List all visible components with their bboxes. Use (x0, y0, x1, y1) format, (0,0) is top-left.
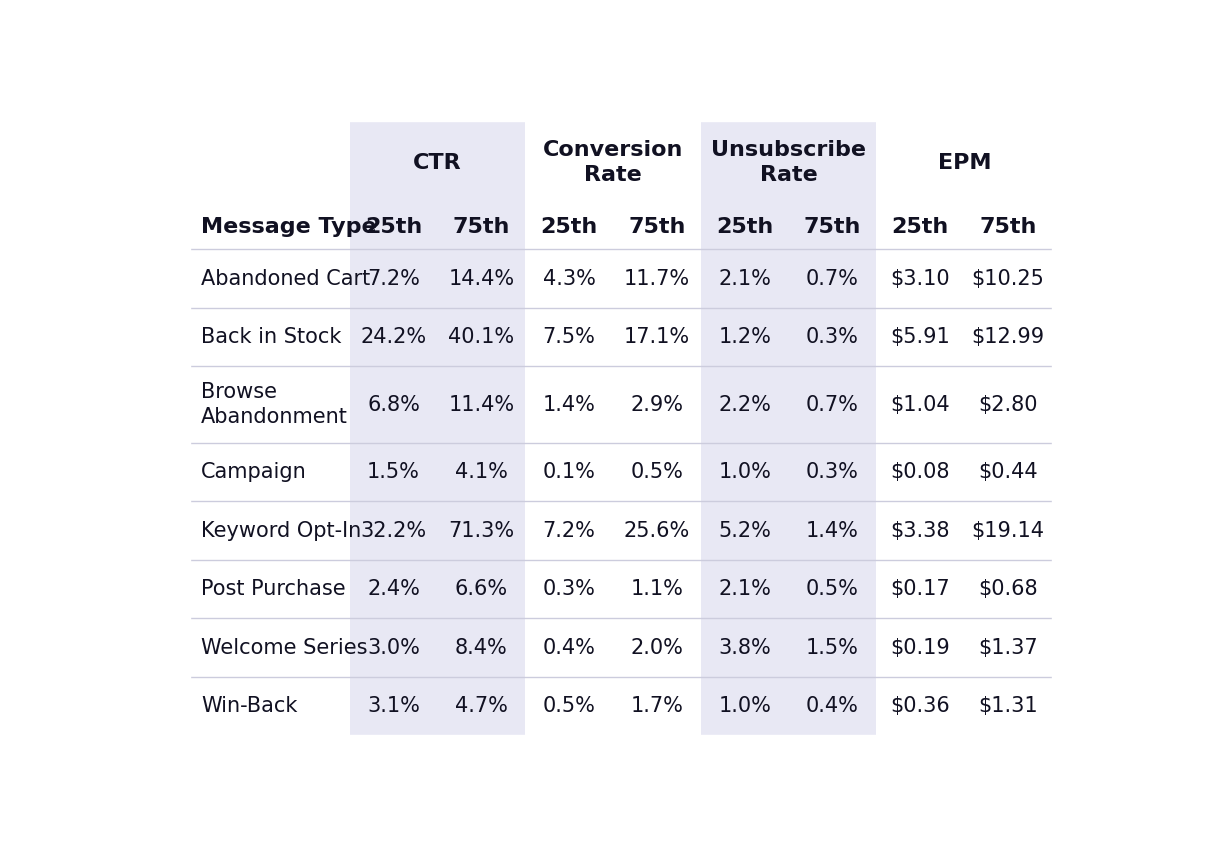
Text: 0.5%: 0.5% (630, 462, 684, 483)
Text: Conversion
Rate: Conversion Rate (543, 140, 684, 186)
Text: 3.8%: 3.8% (719, 638, 771, 658)
Text: 4.7%: 4.7% (454, 696, 508, 717)
Text: 2.0%: 2.0% (630, 638, 684, 658)
Text: $0.36: $0.36 (891, 696, 950, 717)
Text: Abandoned Cart: Abandoned Cart (201, 269, 371, 288)
Text: $1.31: $1.31 (978, 696, 1037, 717)
Text: $5.91: $5.91 (891, 327, 950, 347)
Text: 1.7%: 1.7% (630, 696, 684, 717)
Text: 17.1%: 17.1% (624, 327, 690, 347)
Bar (152, 735, 1091, 755)
Text: 0.7%: 0.7% (806, 269, 859, 288)
Text: 7.2%: 7.2% (543, 521, 595, 541)
Text: 11.7%: 11.7% (624, 269, 690, 288)
Text: Welcome Series: Welcome Series (201, 638, 367, 658)
Text: 75th: 75th (979, 217, 1036, 237)
Text: $0.17: $0.17 (891, 579, 950, 600)
Text: 1.2%: 1.2% (719, 327, 771, 347)
Text: $0.08: $0.08 (891, 462, 950, 483)
Text: 0.4%: 0.4% (806, 696, 859, 717)
Text: 24.2%: 24.2% (360, 327, 427, 347)
Text: 1.5%: 1.5% (367, 462, 421, 483)
Text: $0.19: $0.19 (891, 638, 950, 658)
Text: 0.3%: 0.3% (543, 579, 595, 600)
Text: 25th: 25th (716, 217, 773, 237)
Text: 14.4%: 14.4% (448, 269, 514, 288)
Text: 32.2%: 32.2% (360, 521, 427, 541)
Text: EPM: EPM (938, 153, 991, 173)
Text: 0.7%: 0.7% (806, 394, 859, 415)
Text: 25th: 25th (365, 217, 422, 237)
Text: 4.3%: 4.3% (543, 269, 595, 288)
Text: $3.38: $3.38 (891, 521, 950, 541)
Text: 7.2%: 7.2% (367, 269, 421, 288)
Text: 1.1%: 1.1% (630, 579, 684, 600)
Polygon shape (1036, 720, 1052, 735)
Text: 2.2%: 2.2% (719, 394, 771, 415)
Text: $19.14: $19.14 (972, 521, 1045, 541)
Text: 1.4%: 1.4% (543, 394, 595, 415)
Text: 40.1%: 40.1% (448, 327, 514, 347)
Text: Campaign: Campaign (201, 462, 307, 483)
Text: Keyword Opt-In: Keyword Opt-In (201, 521, 361, 541)
Text: Message Type: Message Type (201, 217, 377, 237)
Text: 71.3%: 71.3% (448, 521, 514, 541)
Bar (701, 121, 876, 735)
Text: Browse
Abandonment: Browse Abandonment (201, 382, 348, 427)
Text: 6.6%: 6.6% (454, 579, 508, 600)
Polygon shape (1036, 121, 1052, 137)
Text: $3.10: $3.10 (891, 269, 950, 288)
Bar (1052, 102, 1091, 755)
Text: 1.4%: 1.4% (806, 521, 859, 541)
Text: $12.99: $12.99 (972, 327, 1045, 347)
Text: 25th: 25th (541, 217, 598, 237)
Text: $2.80: $2.80 (978, 394, 1037, 415)
Text: 25th: 25th (892, 217, 949, 237)
Text: 4.1%: 4.1% (454, 462, 508, 483)
Text: 8.4%: 8.4% (454, 638, 508, 658)
Text: 0.5%: 0.5% (806, 579, 859, 600)
Polygon shape (190, 121, 206, 137)
Text: 75th: 75th (804, 217, 862, 237)
Text: 75th: 75th (628, 217, 686, 237)
Text: 1.0%: 1.0% (719, 462, 771, 483)
Text: 0.5%: 0.5% (543, 696, 595, 717)
Text: $0.68: $0.68 (978, 579, 1037, 600)
FancyBboxPatch shape (190, 121, 1052, 735)
Text: 2.4%: 2.4% (367, 579, 421, 600)
Text: $1.04: $1.04 (891, 394, 950, 415)
Text: 2.9%: 2.9% (630, 394, 684, 415)
Bar (350, 121, 525, 735)
Text: Win-Back: Win-Back (201, 696, 297, 717)
Bar (152, 102, 1091, 121)
Bar (152, 102, 190, 755)
Text: 7.5%: 7.5% (543, 327, 595, 347)
Polygon shape (190, 720, 206, 735)
Text: 2.1%: 2.1% (719, 269, 771, 288)
Text: Back in Stock: Back in Stock (201, 327, 342, 347)
Text: 5.2%: 5.2% (719, 521, 771, 541)
Text: Unsubscribe
Rate: Unsubscribe Rate (711, 140, 867, 186)
Text: 0.3%: 0.3% (806, 327, 859, 347)
Text: 0.3%: 0.3% (806, 462, 859, 483)
Text: 3.1%: 3.1% (367, 696, 421, 717)
Text: 1.5%: 1.5% (806, 638, 859, 658)
Text: CTR: CTR (413, 153, 462, 173)
Text: 11.4%: 11.4% (448, 394, 514, 415)
Text: 75th: 75th (453, 217, 510, 237)
Text: 2.1%: 2.1% (719, 579, 771, 600)
Text: 1.0%: 1.0% (719, 696, 771, 717)
Text: 0.4%: 0.4% (543, 638, 595, 658)
Text: $10.25: $10.25 (972, 269, 1045, 288)
Text: $0.44: $0.44 (978, 462, 1037, 483)
Text: Post Purchase: Post Purchase (201, 579, 345, 600)
Text: 3.0%: 3.0% (367, 638, 421, 658)
Text: 25.6%: 25.6% (624, 521, 690, 541)
Text: $1.37: $1.37 (978, 638, 1037, 658)
Text: 0.1%: 0.1% (543, 462, 595, 483)
Text: 6.8%: 6.8% (367, 394, 421, 415)
